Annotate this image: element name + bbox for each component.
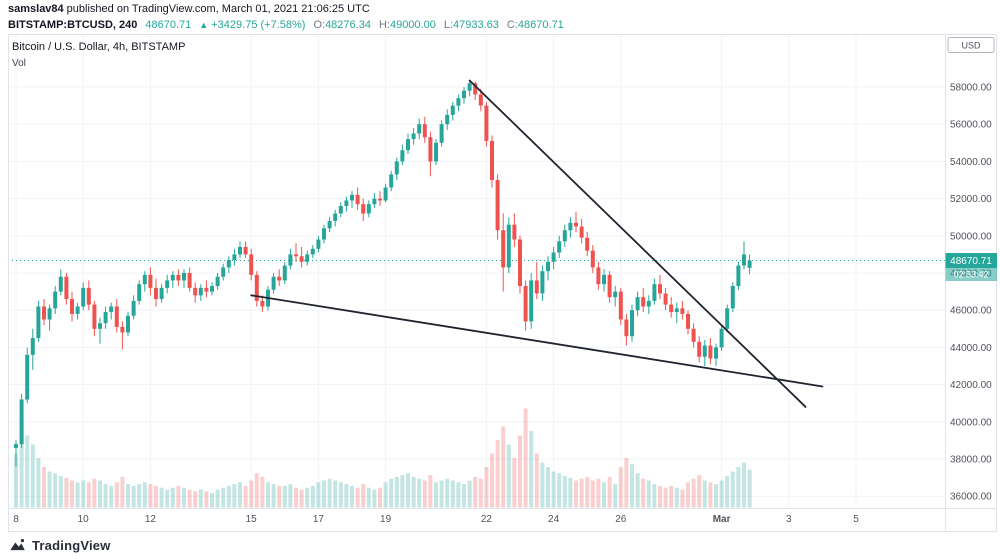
tradingview-brand[interactable]: TradingView: [32, 538, 111, 553]
change-value: +3429.75 (+7.58%): [211, 19, 306, 31]
ohlc-close: C:48670.71: [507, 19, 564, 31]
legend-symbol[interactable]: Bitcoin / U.S. Dollar, 4h, BITSTAMP: [12, 41, 186, 53]
open-value: 48276.34: [325, 19, 371, 31]
svg-text:Mar: Mar: [713, 514, 731, 525]
svg-text:52000.00: 52000.00: [950, 194, 992, 205]
svg-text:12: 12: [145, 514, 157, 525]
footer: TradingView: [9, 537, 111, 554]
descending-support: [250, 294, 824, 388]
high-label: H:: [378, 19, 390, 31]
close-value: 48670.71: [517, 19, 564, 31]
svg-text:22: 22: [481, 514, 493, 525]
time-axis: 8 10 12 15 17 19 22 24 26 Mar 3 5: [13, 514, 859, 525]
legend-volume-indicator[interactable]: Vol: [12, 58, 26, 70]
price-chart[interactable]: 58000.00 56000.00 54000.00 52000.00 50000.00…: [8, 34, 997, 532]
countdown-badge: [945, 268, 997, 282]
svg-text:50000.00: 50000.00: [950, 231, 992, 242]
high-value: 49000.00: [389, 19, 436, 31]
candles: [14, 80, 752, 467]
tradingview-logo-icon[interactable]: [9, 537, 26, 554]
price-axis: 58000.00 56000.00 54000.00 52000.00 50000.00…: [945, 37, 997, 503]
svg-text:10: 10: [78, 514, 90, 525]
up-arrow-icon: ▲: [199, 20, 209, 30]
author-link[interactable]: samslav84: [8, 3, 64, 15]
publish-info: samslav84 published on TradingView.com, M…: [8, 3, 564, 15]
svg-text:58000.00: 58000.00: [950, 83, 992, 94]
svg-text:44000.00: 44000.00: [950, 343, 992, 354]
svg-text:26: 26: [615, 514, 627, 525]
gridlines: [8, 34, 945, 509]
last-price: 48670.71: [145, 19, 192, 31]
svg-text:48670.71: 48670.71: [950, 256, 992, 267]
svg-text:46000.00: 46000.00: [950, 306, 992, 317]
svg-text:56000.00: 56000.00: [950, 120, 992, 131]
symbol-title[interactable]: BITSTAMP:BTCUSD, 240: [8, 19, 138, 31]
published-text: published on TradingView.com, March 01, …: [66, 3, 370, 15]
svg-text:17: 17: [313, 514, 325, 525]
svg-text:38000.00: 38000.00: [950, 455, 992, 466]
svg-text:19: 19: [380, 514, 392, 525]
low-label: L:: [443, 19, 454, 31]
svg-text:5: 5: [853, 514, 859, 525]
svg-text:02:53:42: 02:53:42: [953, 270, 988, 280]
svg-text:15: 15: [246, 514, 258, 525]
ohlc-open: O:48276.34: [313, 19, 371, 31]
price-change: ▲ +3429.75 (+7.58%): [199, 19, 305, 31]
open-label: O:: [313, 19, 326, 31]
trendlines: [250, 79, 824, 408]
svg-text:42000.00: 42000.00: [950, 380, 992, 391]
close-label: C:: [506, 19, 518, 31]
svg-text:8: 8: [13, 514, 19, 525]
svg-text:3: 3: [786, 514, 792, 525]
currency-box: [947, 37, 995, 53]
svg-text:USD: USD: [961, 41, 981, 51]
volume-bars: [14, 408, 752, 508]
header: samslav84 published on TradingView.com, M…: [8, 3, 564, 31]
svg-text:36000.00: 36000.00: [950, 492, 992, 503]
chart-area: 58000.00 56000.00 54000.00 52000.00 50000.00…: [8, 34, 997, 532]
svg-text:24: 24: [548, 514, 560, 525]
low-value: 47933.63: [453, 19, 499, 31]
descending-resistance: [468, 79, 807, 408]
price-badge: [945, 253, 997, 269]
ticker-bar: BITSTAMP:BTCUSD, 240 48670.71 ▲ +3429.75…: [8, 19, 564, 31]
ohlc-high: H:49000.00: [379, 19, 436, 31]
ohlc-low: L:47933.63: [444, 19, 499, 31]
chart-legend: Bitcoin / U.S. Dollar, 4h, BITSTAMP Vol: [12, 40, 185, 70]
svg-text:40000.00: 40000.00: [950, 417, 992, 428]
svg-text:54000.00: 54000.00: [950, 157, 992, 168]
